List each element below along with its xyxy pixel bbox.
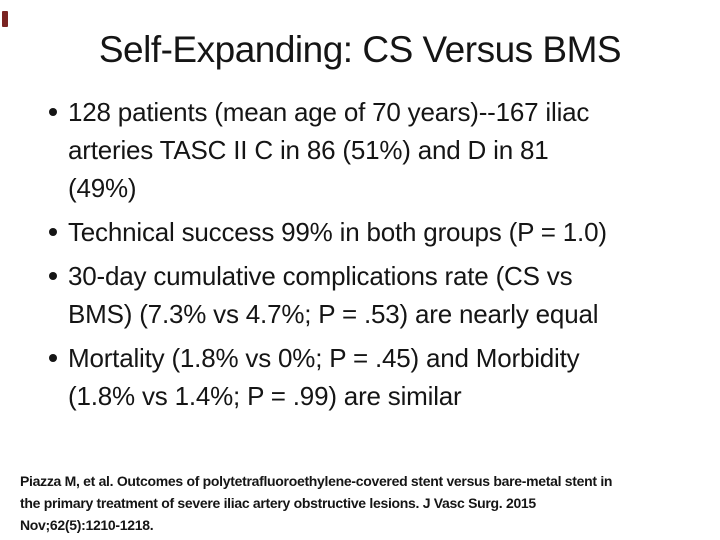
bullet-icon <box>49 108 57 116</box>
bullet-text-line: 30-day cumulative complications rate (CS… <box>68 261 573 291</box>
citation-line: Piazza M, et al. Outcomes of polytetrafl… <box>20 473 613 489</box>
bullet-icon <box>49 354 57 362</box>
bullet-list: 128 patients (mean age of 70 years)--167… <box>47 93 687 421</box>
bullet-text-line: (1.8% vs 1.4%; P = .99) are similar <box>68 381 462 411</box>
bullet-text-line: (49%) <box>68 173 137 203</box>
bullet-text-line: Technical success 99% in both groups (P … <box>68 217 607 247</box>
citation: Piazza M, et al. Outcomes of polytetrafl… <box>20 470 612 536</box>
bullet-text-line: arteries TASC II C in 86 (51%) and D in … <box>68 135 549 165</box>
corner-accent-mark <box>2 11 8 27</box>
bullet-item: 30-day cumulative complications rate (CS… <box>47 257 687 333</box>
bullet-text-line: 128 patients (mean age of 70 years)--167… <box>68 97 590 127</box>
citation-line: the primary treatment of severe iliac ar… <box>20 495 536 511</box>
bullet-text-line: BMS) (7.3% vs 4.7%; P = .53) are nearly … <box>68 299 599 329</box>
bullet-icon <box>49 272 57 280</box>
bullet-text-line: Mortality (1.8% vs 0%; P = .45) and Morb… <box>68 343 580 373</box>
slide-title: Self-Expanding: CS Versus BMS <box>98 29 622 70</box>
citation-line: Nov;62(5):1210-1218. <box>20 517 154 533</box>
bullet-item: Mortality (1.8% vs 0%; P = .45) and Morb… <box>47 339 687 415</box>
bullet-item: Technical success 99% in both groups (P … <box>47 213 687 251</box>
bullet-item: 128 patients (mean age of 70 years)--167… <box>47 93 687 207</box>
bullet-icon <box>49 228 57 236</box>
